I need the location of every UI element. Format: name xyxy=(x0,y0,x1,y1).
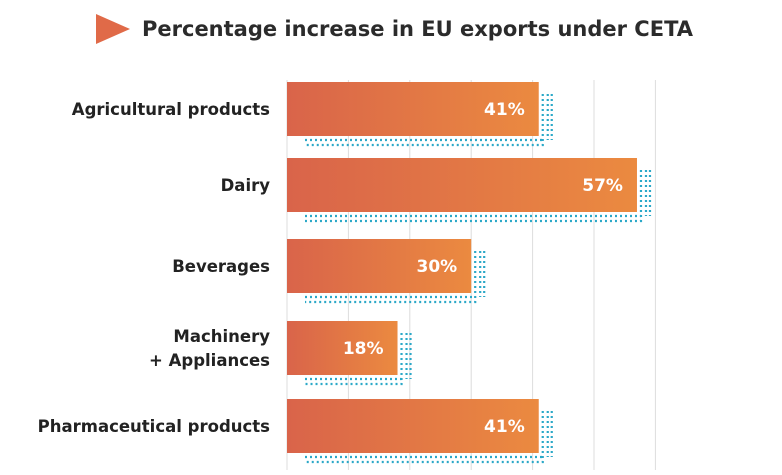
dotted-outlines xyxy=(305,94,652,464)
bar-dotted-outline xyxy=(305,411,544,464)
bar-value-label: 41% xyxy=(484,417,525,437)
bar-value-label: 41% xyxy=(484,100,525,120)
category-label: + Appliances xyxy=(149,351,270,370)
category-label: Dairy xyxy=(221,176,271,195)
category-label: Beverages xyxy=(172,257,270,276)
category-label: Machinery xyxy=(173,327,270,346)
bar xyxy=(287,399,539,453)
bar-value-label: 57% xyxy=(582,176,623,196)
play-triangle-icon xyxy=(96,14,130,44)
bar-dotted-outline xyxy=(305,170,643,223)
bar xyxy=(287,158,637,212)
chart-title: Percentage increase in EU exports under … xyxy=(142,17,694,41)
bar-dotted-outline xyxy=(305,251,477,304)
bar-dotted-outline xyxy=(305,94,544,147)
bar-value-label: 18% xyxy=(343,339,384,359)
bar xyxy=(287,239,472,293)
bars xyxy=(287,82,637,453)
category-label: Agricultural products xyxy=(72,100,270,119)
bar xyxy=(287,82,539,136)
bar-dotted-outline xyxy=(305,333,403,386)
bar xyxy=(287,321,398,375)
chart-title-row: Percentage increase in EU exports under … xyxy=(96,14,693,44)
labels: 41% Agricultural products 57% Dairy 30% Bever… xyxy=(38,100,623,437)
bar-value-label: 30% xyxy=(416,257,457,277)
category-label: Pharmaceutical products xyxy=(38,417,271,436)
